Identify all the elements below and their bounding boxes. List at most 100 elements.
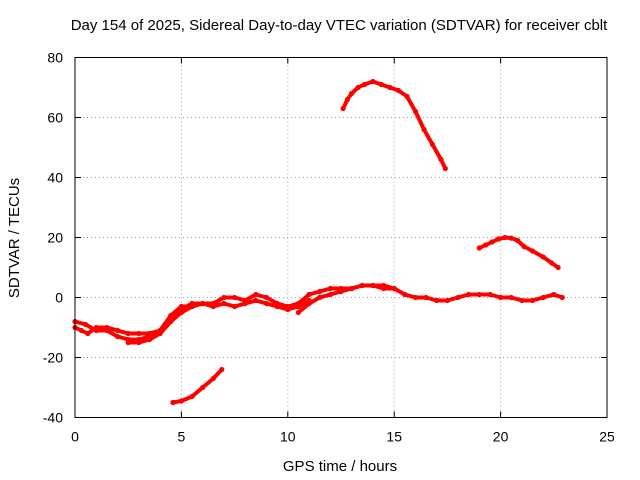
data-point	[412, 108, 419, 115]
data-point	[355, 84, 361, 91]
data-point	[444, 297, 450, 304]
data-point	[421, 126, 427, 133]
series-line-arc-d	[296, 283, 397, 315]
data-point	[146, 336, 153, 343]
data-point	[381, 285, 387, 292]
data-point	[455, 294, 461, 301]
data-point	[391, 285, 397, 292]
data-point	[508, 235, 514, 241]
data-point	[361, 81, 367, 88]
grid-layer	[75, 57, 607, 418]
data-point	[253, 297, 259, 304]
data-point	[295, 309, 301, 316]
data-point	[476, 245, 482, 251]
data-point	[438, 156, 444, 163]
tick-layer: 0 5 10 15 20 25 -40 -20 0 20 40 60 80	[43, 50, 615, 445]
data-point	[515, 237, 521, 244]
data-point	[387, 84, 393, 91]
data-point	[157, 330, 163, 337]
y-tick-label: 20	[47, 230, 63, 246]
data-point	[423, 294, 429, 301]
data-point	[210, 303, 216, 310]
data-point	[559, 294, 565, 301]
data-point	[125, 330, 131, 337]
x-axis-label: GPS time / hours	[283, 458, 397, 475]
data-point	[295, 303, 301, 310]
data-point	[370, 78, 376, 85]
data-point	[551, 291, 557, 298]
data-point	[232, 294, 238, 301]
data-point	[327, 285, 333, 292]
data-point	[78, 327, 84, 334]
data-point	[168, 318, 174, 325]
data-point	[476, 291, 482, 298]
y-tick-label: 80	[47, 50, 63, 66]
data-point	[93, 327, 99, 334]
data-point	[489, 239, 495, 245]
data-point	[200, 300, 206, 307]
data-point	[404, 93, 410, 100]
data-point	[402, 291, 408, 298]
y-tick-label: -20	[43, 350, 63, 366]
x-tick-label: 10	[280, 429, 296, 445]
data-point	[178, 398, 184, 404]
series-line-arc-f	[341, 79, 448, 171]
data-point	[189, 303, 195, 310]
data-point	[219, 366, 225, 373]
data-point	[327, 291, 333, 298]
data-point	[540, 294, 546, 301]
data-point	[395, 87, 402, 94]
data-point	[274, 303, 280, 310]
y-axis-label: SDTVAR / TECUs	[6, 178, 23, 298]
data-point	[136, 339, 142, 346]
data-point	[434, 297, 440, 304]
data-point	[498, 294, 504, 301]
data-point	[210, 375, 216, 382]
y-tick-label: -40	[43, 410, 63, 426]
data-point	[502, 234, 508, 241]
data-point	[136, 330, 142, 337]
data-point	[529, 297, 536, 304]
data-point	[549, 260, 555, 266]
data-point	[221, 294, 227, 301]
data-point	[263, 300, 270, 307]
x-tick-label: 5	[178, 429, 186, 445]
data-point	[306, 300, 312, 307]
x-tick-label: 25	[599, 429, 615, 445]
data-point	[519, 297, 525, 304]
data-point	[529, 248, 536, 254]
data-point	[115, 327, 121, 334]
x-tick-label: 0	[71, 429, 79, 445]
data-point	[338, 288, 344, 295]
data-point	[466, 291, 472, 298]
y-tick-label: 0	[55, 290, 63, 306]
data-point	[85, 330, 91, 337]
data-point	[170, 399, 176, 406]
series-line-arc-e	[170, 367, 224, 405]
data-point	[359, 282, 365, 289]
data-point	[285, 306, 291, 313]
data-point	[178, 309, 184, 316]
data-point	[306, 291, 312, 298]
data-point	[340, 105, 346, 112]
data-point	[378, 81, 384, 88]
y-tick-label: 60	[47, 110, 63, 126]
data-point	[495, 236, 502, 242]
data-point	[115, 333, 121, 340]
series-layer	[72, 78, 565, 406]
x-tick-label: 15	[386, 429, 402, 445]
data-point	[125, 339, 131, 346]
data-point	[508, 294, 514, 301]
data-point	[232, 303, 238, 310]
data-point	[242, 300, 248, 307]
data-point	[168, 312, 174, 319]
data-point	[442, 165, 448, 172]
data-point	[178, 303, 184, 310]
data-point	[317, 294, 323, 301]
data-point	[429, 141, 436, 148]
data-point	[487, 291, 493, 298]
data-point	[317, 288, 323, 295]
data-point	[349, 90, 355, 97]
data-point	[104, 327, 110, 334]
